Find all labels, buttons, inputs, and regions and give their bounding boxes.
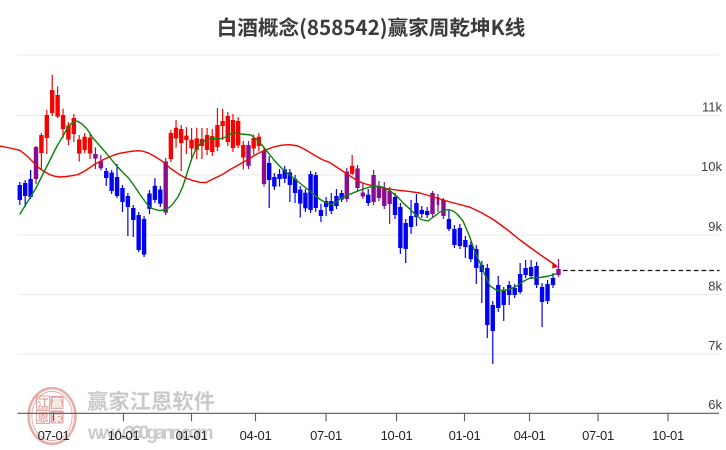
svg-text:6k: 6k — [708, 397, 722, 412]
svg-text:7k: 7k — [708, 338, 722, 353]
svg-text:07-01: 07-01 — [310, 428, 342, 443]
svg-text:8k: 8k — [708, 278, 722, 293]
svg-text:04-01: 04-01 — [514, 428, 546, 443]
svg-text:07-01: 07-01 — [38, 428, 70, 443]
svg-text:10-01: 10-01 — [652, 428, 684, 443]
svg-text:10k: 10k — [701, 159, 722, 174]
svg-text:10-01: 10-01 — [108, 428, 140, 443]
svg-text:07-01: 07-01 — [582, 428, 614, 443]
svg-text:11k: 11k — [702, 99, 722, 114]
svg-text:9k: 9k — [708, 219, 722, 234]
svg-text:01-01: 01-01 — [449, 428, 481, 443]
svg-text:04-01: 04-01 — [240, 428, 272, 443]
svg-text:10-01: 10-01 — [381, 428, 413, 443]
svg-text:www.360gann.com: www.360gann.com — [87, 423, 213, 444]
svg-text:01-01: 01-01 — [176, 428, 208, 443]
